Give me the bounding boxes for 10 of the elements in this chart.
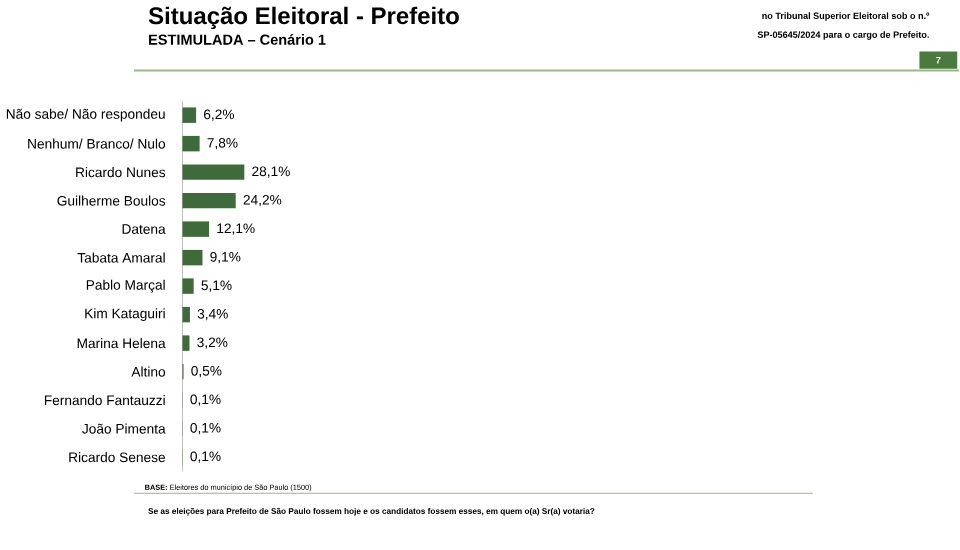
bar [182, 278, 194, 294]
bar [182, 107, 197, 123]
bar [182, 164, 245, 180]
bar [182, 221, 210, 237]
bar [182, 306, 190, 323]
bar [182, 192, 236, 209]
bar [182, 249, 203, 266]
bar [182, 135, 200, 152]
bar [182, 335, 190, 351]
text: Situação Eleitoral - Prefeito [148, 6, 459, 30]
